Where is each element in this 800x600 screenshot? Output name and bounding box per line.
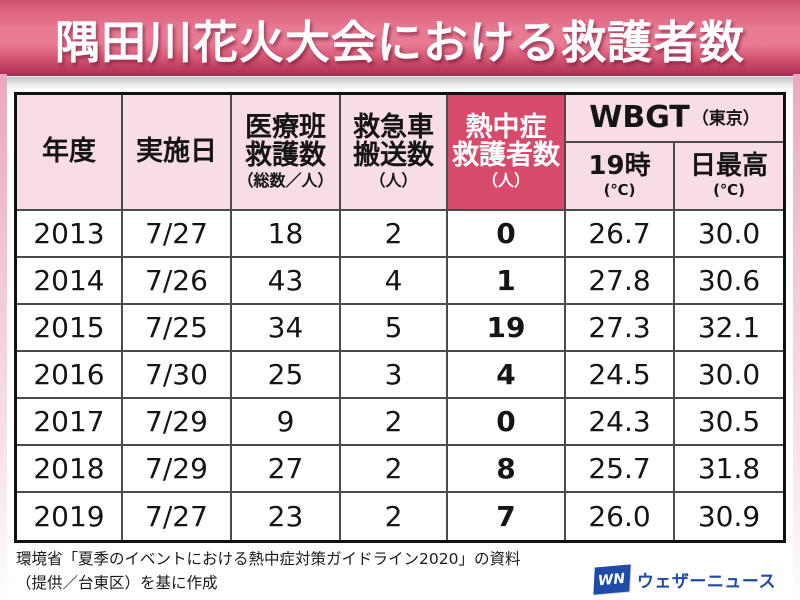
- table-cell: 7/27: [123, 211, 232, 258]
- table-cell: 7/29: [123, 399, 232, 446]
- table-cell: 24.5: [566, 352, 675, 399]
- source-line-2: （提供／台東区）を基に作成: [16, 574, 218, 593]
- banner-shadow: [0, 76, 800, 90]
- table-cell: 32.1: [675, 305, 783, 352]
- table-cell: 9: [232, 399, 341, 446]
- table-cell: 27.8: [566, 258, 675, 305]
- weathernews-logo: WN ウェザーニュース: [593, 564, 776, 595]
- table-cell: 2018: [17, 446, 123, 493]
- table-cell: 7/29: [123, 446, 232, 493]
- table-cell: 2014: [17, 258, 123, 305]
- title-banner: 隅田川花火大会における救護者数: [0, 0, 800, 76]
- header-wbgt: WBGT （東京）: [566, 95, 783, 143]
- table-cell: 2017: [17, 399, 123, 446]
- table-cell: 2013: [17, 211, 123, 258]
- table-cell: 7/30: [123, 352, 232, 399]
- source-line-1: 環境省「夏季のイベントにおける熱中症対策ガイドライン2020」の資料: [16, 550, 521, 568]
- table-cell: 2: [341, 446, 448, 493]
- table-cell-heatstroke: 8: [448, 446, 566, 493]
- table-cell: 7/26: [123, 258, 232, 305]
- left-edge-accent: [0, 74, 7, 600]
- header-heatstroke-rescues: 熱中症 救護者数 （人）: [448, 95, 566, 211]
- right-edge-accent: [793, 74, 800, 600]
- table-cell: 26.7: [566, 211, 675, 258]
- table-cell: 27.3: [566, 305, 675, 352]
- table-cell: 3: [341, 352, 448, 399]
- table-cell-heatstroke: 0: [448, 211, 566, 258]
- table-cell: 26.0: [566, 493, 675, 540]
- table-cell-heatstroke: 1: [448, 258, 566, 305]
- table-cell: 30.9: [675, 493, 783, 540]
- table-cell: 31.8: [675, 446, 783, 493]
- table-cell: 2: [341, 493, 448, 540]
- table-cell: 30.0: [675, 211, 783, 258]
- table-cell: 2019: [17, 493, 123, 540]
- table-cell: 4: [341, 258, 448, 305]
- header-date: 実施日: [123, 95, 232, 211]
- table-cell: 34: [232, 305, 341, 352]
- table-cell: 2015: [17, 305, 123, 352]
- source-attribution: 環境省「夏季のイベントにおける熱中症対策ガイドライン2020」の資料 （提供／台…: [16, 547, 636, 595]
- table-cell-heatstroke: 19: [448, 305, 566, 352]
- table-cell: 18: [232, 211, 341, 258]
- rescue-data-table: 年度 実施日 医療班 救護数 （総数／人） 救急車 搬送数 （人） 熱中症 救護…: [14, 92, 786, 543]
- header-medical-rescues: 医療班 救護数 （総数／人）: [232, 95, 341, 211]
- table-cell: 30.5: [675, 399, 783, 446]
- table-cell-heatstroke: 7: [448, 493, 566, 540]
- table-cell: 7/27: [123, 493, 232, 540]
- table-cell: 7/25: [123, 305, 232, 352]
- table-cell: 2016: [17, 352, 123, 399]
- table-cell-heatstroke: 4: [448, 352, 566, 399]
- table-cell: 30.0: [675, 352, 783, 399]
- weathernews-logo-icon: WN: [593, 564, 631, 595]
- table-cell: 25.7: [566, 446, 675, 493]
- header-wbgt-daily-max: 日最高 (℃): [675, 143, 783, 211]
- table-cell: 30.6: [675, 258, 783, 305]
- header-ambulance-transports: 救急車 搬送数 （人）: [341, 95, 448, 211]
- table-cell: 27: [232, 446, 341, 493]
- page-title: 隅田川花火大会における救護者数: [54, 15, 745, 69]
- table-cell: 24.3: [566, 399, 675, 446]
- weathernews-logo-text: ウェザーニュース: [636, 572, 776, 592]
- table-cell: 43: [232, 258, 341, 305]
- header-wbgt-19h: 19時 (℃): [566, 143, 675, 211]
- table-cell-heatstroke: 0: [448, 399, 566, 446]
- table-cell: 25: [232, 352, 341, 399]
- table-cell: 2: [341, 211, 448, 258]
- header-year: 年度: [17, 95, 123, 211]
- table-cell: 23: [232, 493, 341, 540]
- table-cell: 2: [341, 399, 448, 446]
- table-cell: 5: [341, 305, 448, 352]
